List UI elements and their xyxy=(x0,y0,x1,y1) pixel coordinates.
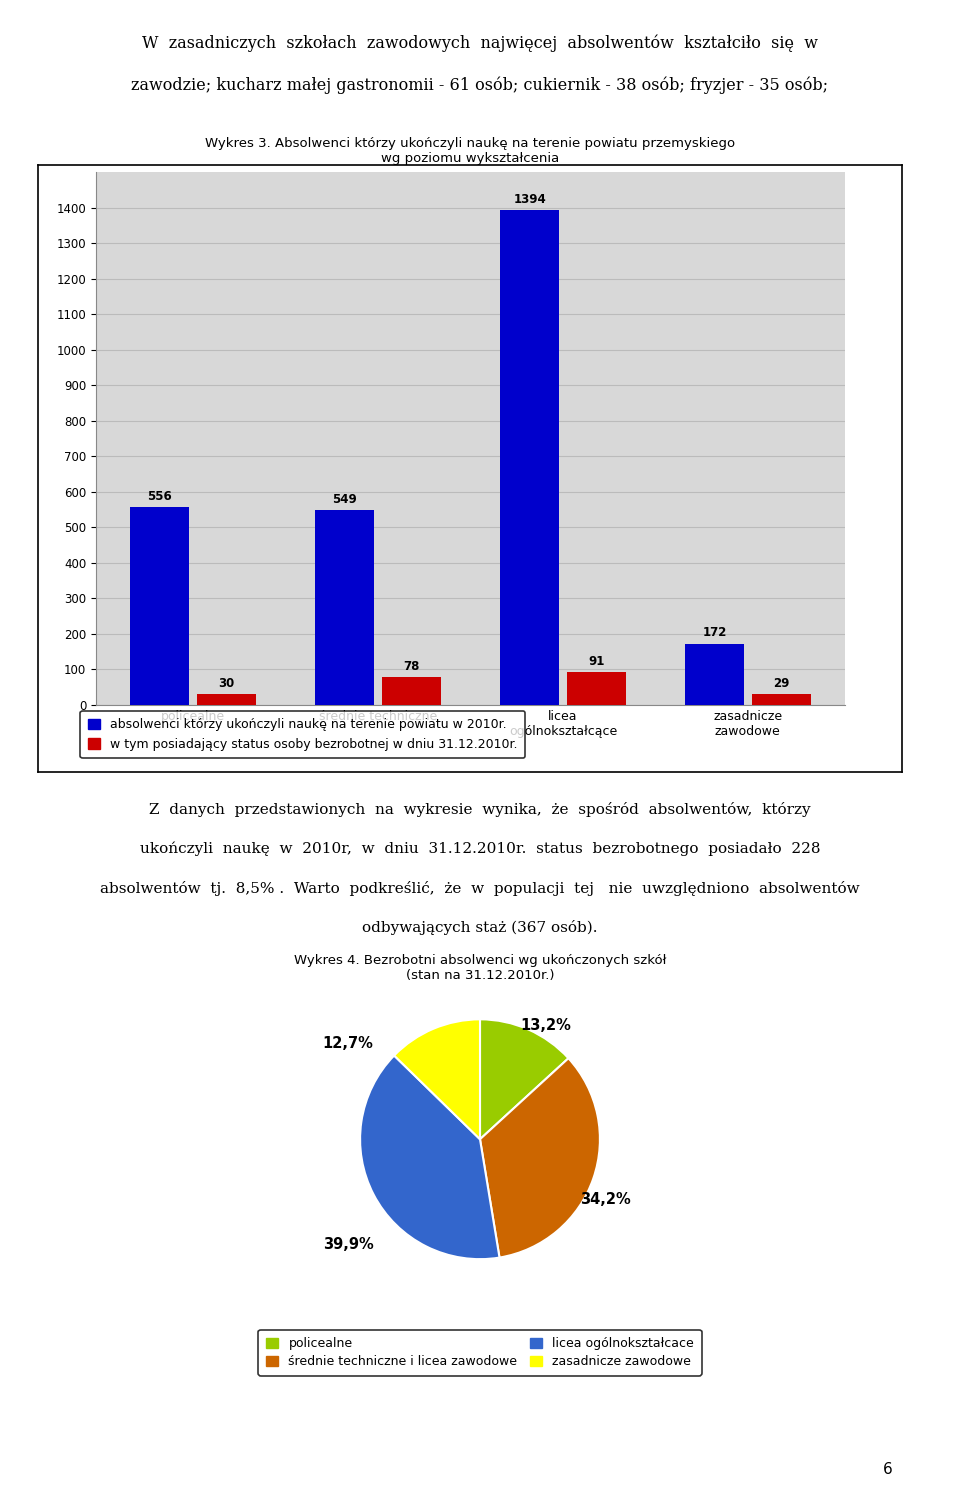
Bar xyxy=(566,672,626,705)
Text: 556: 556 xyxy=(147,490,172,504)
Wedge shape xyxy=(480,1019,568,1139)
Text: 172: 172 xyxy=(703,627,727,639)
Text: odbywających staż (367 osób).: odbywających staż (367 osób). xyxy=(362,920,598,935)
Text: zawodzie; kucharz małej gastronomii - 61 osób; cukiernik - 38 osób; fryzjer - 35: zawodzie; kucharz małej gastronomii - 61… xyxy=(132,76,828,93)
Text: Wykres 4. Bezrobotni absolwenci wg ukończonych szkół
(stan na 31.12.2010r.): Wykres 4. Bezrobotni absolwenci wg ukońc… xyxy=(294,953,666,982)
Text: 34,2%: 34,2% xyxy=(581,1192,632,1207)
Bar xyxy=(382,678,441,705)
Text: Wykres 3. Absolwenci którzy ukończyli naukę na terenie powiatu przemyskiego
wg p: Wykres 3. Absolwenci którzy ukończyli na… xyxy=(205,136,735,165)
Legend: policealne, średnie techniczne i licea zawodowe, licea ogólnokształcace, zasadni: policealne, średnie techniczne i licea z… xyxy=(258,1330,702,1376)
Text: absolwentów  tj.  8,5% .  Warto  podkreślić,  że  w  populacji  tej   nie  uwzgl: absolwentów tj. 8,5% . Warto podkreślić,… xyxy=(100,880,860,896)
Text: 12,7%: 12,7% xyxy=(323,1036,373,1051)
Text: 29: 29 xyxy=(773,678,789,690)
Wedge shape xyxy=(480,1058,600,1258)
Text: W  zasadniczych  szkołach  zawodowych  najwięcej  absolwentów  kształciło  się  : W zasadniczych szkołach zawodowych najwi… xyxy=(142,34,818,52)
Wedge shape xyxy=(360,1055,499,1259)
Bar xyxy=(685,643,744,705)
Bar xyxy=(752,694,811,705)
Text: 39,9%: 39,9% xyxy=(323,1237,373,1252)
Text: 91: 91 xyxy=(588,655,605,669)
Text: 549: 549 xyxy=(332,493,357,505)
Text: ukończyli  naukę  w  2010r,  w  dniu  31.12.2010r.  status  bezrobotnego  posiad: ukończyli naukę w 2010r, w dniu 31.12.20… xyxy=(140,841,820,856)
Wedge shape xyxy=(395,1019,480,1139)
Text: 78: 78 xyxy=(403,660,420,673)
Bar xyxy=(315,510,374,705)
Text: 1394: 1394 xyxy=(514,193,546,205)
Bar xyxy=(130,507,189,705)
Text: 13,2%: 13,2% xyxy=(520,1018,571,1033)
Legend: absolwenci którzy ukończyli naukę na terenie powiatu w 2010r., w tym posiadający: absolwenci którzy ukończyli naukę na ter… xyxy=(81,711,525,758)
Bar xyxy=(197,694,255,705)
Text: Z  danych  przedstawionych  na  wykresie  wynika,  że  spośród  absolwentów,  kt: Z danych przedstawionych na wykresie wyn… xyxy=(149,802,811,817)
Text: 30: 30 xyxy=(218,676,234,690)
Bar xyxy=(500,210,559,705)
Text: 6: 6 xyxy=(883,1462,893,1477)
